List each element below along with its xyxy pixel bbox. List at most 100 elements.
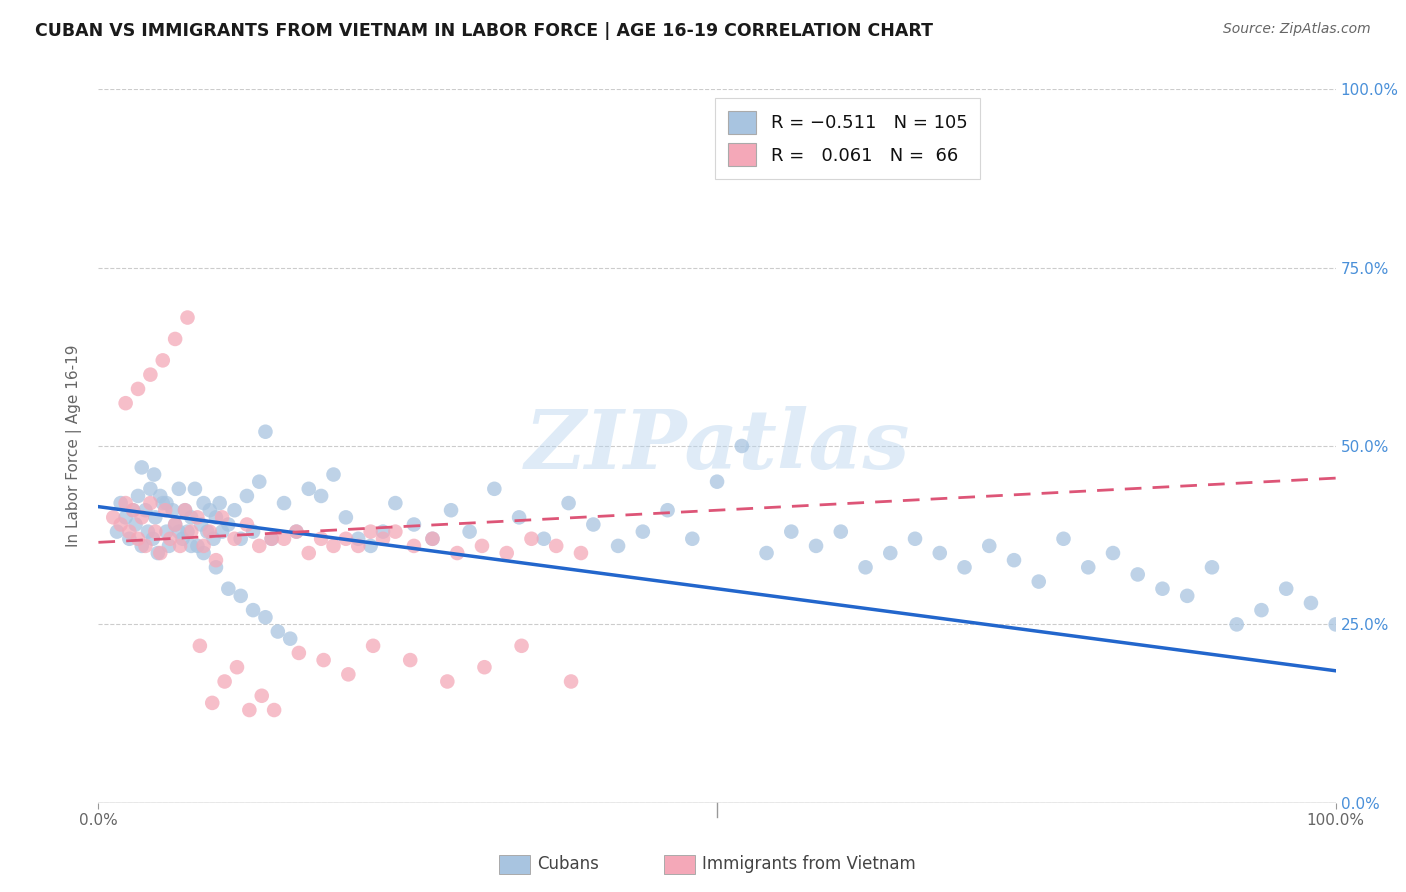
Point xyxy=(399,653,422,667)
Point xyxy=(979,539,1001,553)
Point xyxy=(146,546,169,560)
Point xyxy=(205,510,228,524)
Point xyxy=(1226,617,1249,632)
Point xyxy=(226,660,249,674)
Point xyxy=(103,510,125,524)
Point xyxy=(1077,560,1099,574)
Point xyxy=(335,532,357,546)
Point xyxy=(198,503,221,517)
Point xyxy=(263,703,285,717)
Point xyxy=(127,382,149,396)
Point xyxy=(152,496,174,510)
Point xyxy=(546,539,568,553)
Point xyxy=(557,496,579,510)
Point xyxy=(176,524,198,539)
Point xyxy=(422,532,444,546)
Point xyxy=(149,546,172,560)
Point xyxy=(1275,582,1298,596)
Point xyxy=(110,517,132,532)
Point xyxy=(157,539,180,553)
Point xyxy=(755,546,778,560)
Point xyxy=(159,532,181,546)
Point xyxy=(114,496,136,510)
Point xyxy=(384,524,406,539)
Point xyxy=(188,639,211,653)
Point xyxy=(139,496,162,510)
Point xyxy=(260,532,283,546)
Point xyxy=(361,639,384,653)
Point xyxy=(152,353,174,368)
Point xyxy=(110,496,132,510)
Point xyxy=(186,510,208,524)
Point xyxy=(855,560,877,574)
Point xyxy=(205,560,228,574)
Point xyxy=(136,524,159,539)
Point xyxy=(169,539,191,553)
Point xyxy=(134,503,156,517)
Point xyxy=(436,674,458,689)
Point xyxy=(471,539,494,553)
Point xyxy=(254,425,277,439)
Text: Cubans: Cubans xyxy=(537,855,599,873)
Text: Immigrants from Vietnam: Immigrants from Vietnam xyxy=(702,855,915,873)
Point xyxy=(309,489,332,503)
Point xyxy=(247,475,270,489)
Point xyxy=(193,496,215,510)
Point xyxy=(155,496,177,510)
Point xyxy=(118,532,141,546)
Point xyxy=(285,524,308,539)
Point xyxy=(1324,617,1347,632)
Point xyxy=(205,553,228,567)
Point xyxy=(1126,567,1149,582)
Text: CUBAN VS IMMIGRANTS FROM VIETNAM IN LABOR FORCE | AGE 16-19 CORRELATION CHART: CUBAN VS IMMIGRANTS FROM VIETNAM IN LABO… xyxy=(35,22,934,40)
Point xyxy=(114,510,136,524)
Point xyxy=(533,532,555,546)
Point xyxy=(312,653,335,667)
Point xyxy=(167,482,190,496)
Point xyxy=(904,532,927,546)
Point xyxy=(706,475,728,489)
Point xyxy=(278,632,301,646)
Point xyxy=(193,539,215,553)
Point xyxy=(879,546,901,560)
Point xyxy=(114,396,136,410)
Point xyxy=(582,517,605,532)
Point xyxy=(236,489,259,503)
Point xyxy=(250,689,273,703)
Point xyxy=(495,546,517,560)
Point xyxy=(1299,596,1322,610)
Y-axis label: In Labor Force | Age 16-19: In Labor Force | Age 16-19 xyxy=(66,344,83,548)
Point xyxy=(440,503,463,517)
Point xyxy=(953,560,976,574)
Point xyxy=(193,546,215,560)
Point xyxy=(569,546,592,560)
Point xyxy=(360,524,382,539)
Point xyxy=(139,482,162,496)
Point xyxy=(201,696,224,710)
Point xyxy=(657,503,679,517)
Point xyxy=(1175,589,1198,603)
Point xyxy=(142,532,165,546)
Point xyxy=(560,674,582,689)
Point xyxy=(804,539,827,553)
Point xyxy=(458,524,481,539)
Point xyxy=(229,589,252,603)
Point xyxy=(247,539,270,553)
Point xyxy=(131,460,153,475)
Point xyxy=(229,532,252,546)
Point xyxy=(631,524,654,539)
Point xyxy=(242,524,264,539)
Point xyxy=(520,532,543,546)
Text: Source: ZipAtlas.com: Source: ZipAtlas.com xyxy=(1223,22,1371,37)
Point xyxy=(238,703,260,717)
Point xyxy=(402,539,425,553)
Point xyxy=(149,489,172,503)
Point xyxy=(217,582,239,596)
Point xyxy=(267,624,290,639)
Point xyxy=(184,482,207,496)
Point xyxy=(202,532,225,546)
Point xyxy=(195,524,218,539)
Point xyxy=(928,546,950,560)
Point xyxy=(172,532,194,546)
Point xyxy=(143,467,166,482)
